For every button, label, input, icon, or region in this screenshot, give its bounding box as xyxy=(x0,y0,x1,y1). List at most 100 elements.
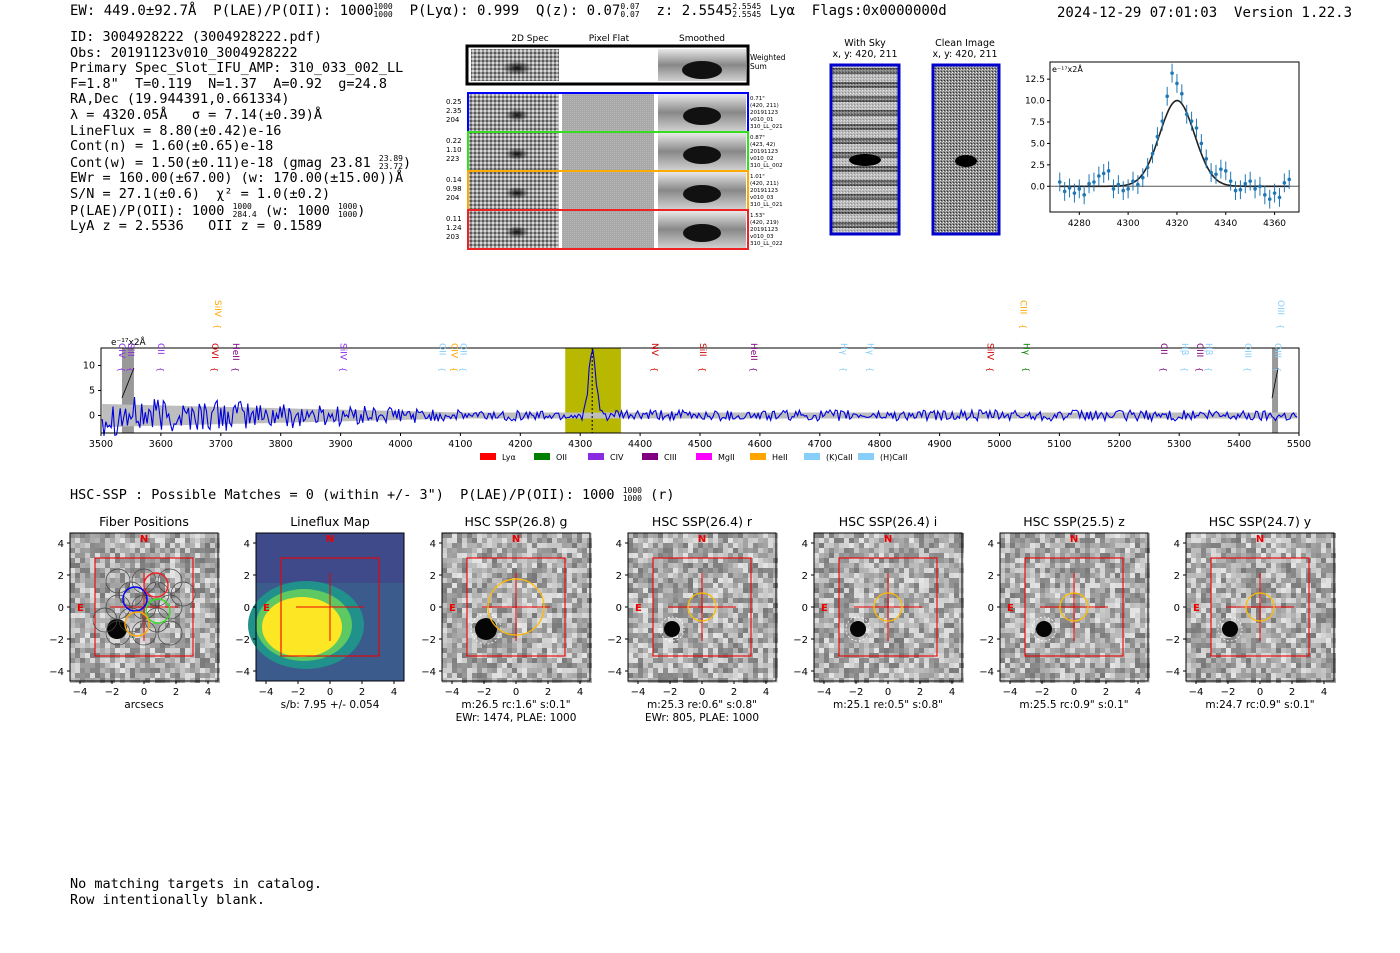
pixel xyxy=(75,533,80,538)
pixel xyxy=(1005,533,1010,538)
pixel xyxy=(145,668,150,673)
pixel xyxy=(135,623,140,628)
pixel xyxy=(703,533,708,538)
cutout-pixels xyxy=(628,533,778,683)
pixel xyxy=(527,553,532,558)
pixel xyxy=(944,658,949,663)
pixel xyxy=(200,558,205,563)
pixel xyxy=(1085,533,1090,538)
counterpart-aperture xyxy=(687,592,717,622)
north-label: N xyxy=(698,534,706,545)
pixel xyxy=(1100,568,1105,573)
pixel xyxy=(929,658,934,663)
pixel xyxy=(492,608,497,613)
pixel xyxy=(180,603,185,608)
pixel xyxy=(844,563,849,568)
pixel xyxy=(1020,593,1025,598)
pixel xyxy=(1130,638,1135,643)
pixel xyxy=(567,653,572,658)
spec-2d-blob xyxy=(505,226,529,238)
pixel xyxy=(582,578,587,583)
pixel xyxy=(95,558,100,563)
spec-row-right-label: 310_LL_002 xyxy=(750,163,783,169)
pixel xyxy=(467,563,472,568)
pixel xyxy=(185,583,190,588)
pixel xyxy=(70,558,75,563)
pixel xyxy=(869,663,874,668)
emission-line-label: CII xyxy=(1158,343,1168,355)
pixel xyxy=(919,628,924,633)
pixel xyxy=(864,548,869,553)
pixel xyxy=(130,658,135,663)
pixel xyxy=(728,628,733,633)
pixel xyxy=(145,568,150,573)
pixel xyxy=(175,548,180,553)
pixel xyxy=(90,573,95,578)
z-value: z: 2.5545 xyxy=(656,3,733,19)
pixel xyxy=(452,573,457,578)
pixel xyxy=(487,543,492,548)
pixel xyxy=(944,638,949,643)
pixel xyxy=(1090,663,1095,668)
cutout-sub-1: s/b: 7.95 +/- 0.054 xyxy=(281,699,380,711)
pixel xyxy=(90,583,95,588)
pixel xyxy=(1125,538,1130,543)
pixel xyxy=(879,648,884,653)
pixel xyxy=(728,588,733,593)
pixel xyxy=(210,613,215,618)
pixel xyxy=(949,628,954,633)
spec-row-right-label: v010_02 xyxy=(750,156,774,162)
pixel xyxy=(758,643,763,648)
pixel xyxy=(70,643,75,648)
pixel xyxy=(457,623,462,628)
pixel xyxy=(1140,593,1145,598)
pixel xyxy=(195,633,200,638)
pixel xyxy=(949,653,954,658)
pixel xyxy=(1095,583,1100,588)
pixel xyxy=(452,583,457,588)
pixel xyxy=(1030,663,1035,668)
pixel xyxy=(467,603,472,608)
pixel xyxy=(1015,618,1020,623)
pixel xyxy=(723,673,728,678)
pixel xyxy=(577,573,582,578)
data-point xyxy=(1214,172,1218,177)
pixel xyxy=(899,583,904,588)
pixel xyxy=(889,668,894,673)
pixel xyxy=(125,648,130,653)
pixel xyxy=(1125,533,1130,538)
pixel xyxy=(954,663,959,668)
pixel xyxy=(1085,648,1090,653)
pixel xyxy=(743,548,748,553)
pixel xyxy=(1070,553,1075,558)
pixel xyxy=(210,568,215,573)
pixel xyxy=(633,538,638,543)
pixel xyxy=(452,638,457,643)
data-point xyxy=(1204,157,1209,161)
pixel xyxy=(718,583,723,588)
pixel xyxy=(1005,578,1010,583)
pixel xyxy=(653,568,658,573)
pixel xyxy=(713,583,718,588)
pixel xyxy=(1105,573,1110,578)
pixel xyxy=(572,668,577,673)
pixel xyxy=(924,598,929,603)
pixel xyxy=(703,583,708,588)
pixel xyxy=(638,643,643,648)
pixel xyxy=(678,633,683,638)
pixel xyxy=(542,623,547,628)
pixel xyxy=(205,608,210,613)
pixel xyxy=(658,568,663,573)
pixel xyxy=(1075,668,1080,673)
pixel xyxy=(1050,593,1055,598)
pixel xyxy=(844,638,849,643)
pixel xyxy=(492,618,497,623)
pixel xyxy=(874,543,879,548)
pixel xyxy=(693,603,698,608)
pixel xyxy=(1015,643,1020,648)
pixel xyxy=(849,608,854,613)
pixel xyxy=(1085,633,1090,638)
pixel xyxy=(638,558,643,563)
pixel xyxy=(743,618,748,623)
emission-line-label: Hβ xyxy=(1179,343,1189,356)
